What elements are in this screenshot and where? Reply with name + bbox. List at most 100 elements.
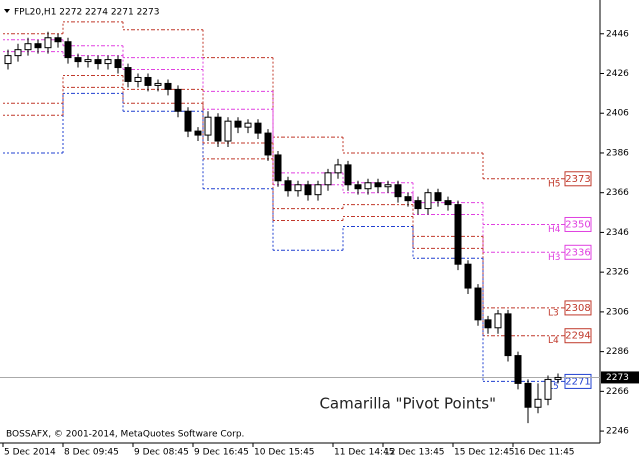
candle-body: [254, 122, 262, 134]
candle-body: [234, 120, 242, 128]
candle-body: [374, 182, 382, 188]
x-tick-label: 10 Dec 15:45: [254, 448, 315, 458]
pivot-box: [564, 328, 592, 344]
candle-body: [414, 200, 422, 210]
x-tick-label: 11 Dec 14:45: [334, 448, 395, 458]
y-tick-label: 2366: [606, 188, 629, 198]
pivot-name: L4: [548, 336, 559, 346]
y-tick-label: 2246: [606, 427, 629, 437]
candle-body: [164, 82, 172, 90]
candle-body: [504, 313, 512, 357]
candle-body: [24, 43, 32, 51]
candle-body: [294, 184, 302, 192]
candle-body: [84, 59, 92, 63]
pivot-name: H4: [548, 225, 561, 235]
y-tick-label: 2326: [606, 268, 629, 278]
candle-body: [484, 319, 492, 329]
candle-body: [474, 287, 482, 321]
candle-body: [174, 88, 182, 112]
candle-body: [544, 378, 552, 400]
candle-body: [144, 76, 152, 86]
x-tick-label: 8 Dec 09:45: [64, 448, 119, 458]
candle-body: [264, 132, 272, 156]
x-tick-label: 12 Dec 13:45: [384, 448, 445, 458]
pivot-name: H5: [548, 179, 561, 189]
candle-body: [364, 182, 372, 190]
candle-body: [94, 59, 102, 65]
y-tick-label: 2446: [606, 29, 629, 39]
candle-body: [404, 196, 412, 202]
candle-body: [424, 192, 432, 210]
candle-body: [324, 172, 332, 186]
y-tick-label: 2426: [606, 69, 629, 79]
last-price-label: 2273: [606, 373, 629, 383]
pivot-box: [564, 171, 592, 187]
pivot-name: L3: [548, 308, 559, 318]
candle-body: [194, 130, 202, 136]
candle-body: [4, 55, 12, 65]
candle-body: [214, 116, 222, 142]
y-tick-label: 2286: [606, 347, 629, 357]
candle-body: [444, 200, 452, 206]
candle-body: [44, 37, 52, 49]
candle-body: [114, 59, 122, 69]
candle-body: [554, 376, 562, 380]
x-tick-label: 5 Dec 2014: [4, 448, 56, 458]
header: FPL20,H1 2272 2274 2271 2273: [14, 8, 160, 18]
candle-body: [154, 82, 162, 86]
candle-body: [274, 154, 282, 182]
annotation: Camarilla "Pivot Points": [319, 395, 496, 413]
candle-body: [14, 49, 22, 57]
candle-body: [394, 184, 402, 198]
candle-body: [74, 57, 82, 63]
candle-body: [434, 192, 442, 202]
x-tick-label: 9 Dec 16:45: [194, 448, 249, 458]
candle-body: [244, 122, 252, 128]
candle-body: [34, 43, 42, 49]
candle-body: [54, 37, 62, 43]
pivot-value: 2336: [565, 247, 590, 258]
candle-body: [464, 263, 472, 289]
candle-body: [514, 355, 522, 384]
copyright: BOSSAFX, © 2001-2014, MetaQuotes Softwar…: [6, 430, 244, 440]
pivot-box: [564, 300, 592, 316]
candle-body: [354, 184, 362, 190]
candle-body: [344, 164, 352, 186]
candle-body: [494, 313, 502, 329]
candle-body: [224, 120, 232, 142]
pivot-name: L5: [548, 382, 559, 392]
candle-body: [204, 116, 212, 136]
candle-body: [64, 41, 72, 59]
pivot-box: [564, 216, 592, 232]
candle-body: [134, 76, 142, 82]
pivot-value: 2294: [565, 331, 590, 342]
candle-body: [384, 184, 392, 188]
candle-body: [284, 180, 292, 192]
pivot-value: 2350: [565, 219, 590, 230]
y-tick-label: 2266: [606, 387, 629, 397]
pivot-value: 2271: [565, 376, 590, 387]
menu-arrow: [4, 9, 10, 13]
candle-body: [104, 59, 112, 65]
pivot-value: 2373: [565, 174, 590, 185]
x-tick-label: 15 Dec 12:45: [454, 448, 515, 458]
candle-body: [314, 184, 322, 196]
x-tick-label: 9 Dec 08:45: [134, 448, 189, 458]
candle-body: [304, 184, 312, 196]
candle-body: [184, 110, 192, 132]
y-tick-label: 2346: [606, 228, 629, 238]
last-price-tag: [601, 371, 639, 384]
y-tick-label: 2406: [606, 109, 629, 119]
x-tick-label: 16 Dec 11:45: [514, 448, 575, 458]
candle-body: [124, 67, 132, 82]
candle-body: [334, 164, 342, 174]
y-tick-label: 2306: [606, 307, 629, 317]
pivot-value: 2308: [565, 303, 590, 314]
y-tick-label: 2386: [606, 148, 629, 158]
pivot-box: [564, 244, 592, 260]
candle-body: [454, 204, 462, 265]
candle-body: [534, 398, 542, 408]
candle-body: [524, 382, 532, 408]
